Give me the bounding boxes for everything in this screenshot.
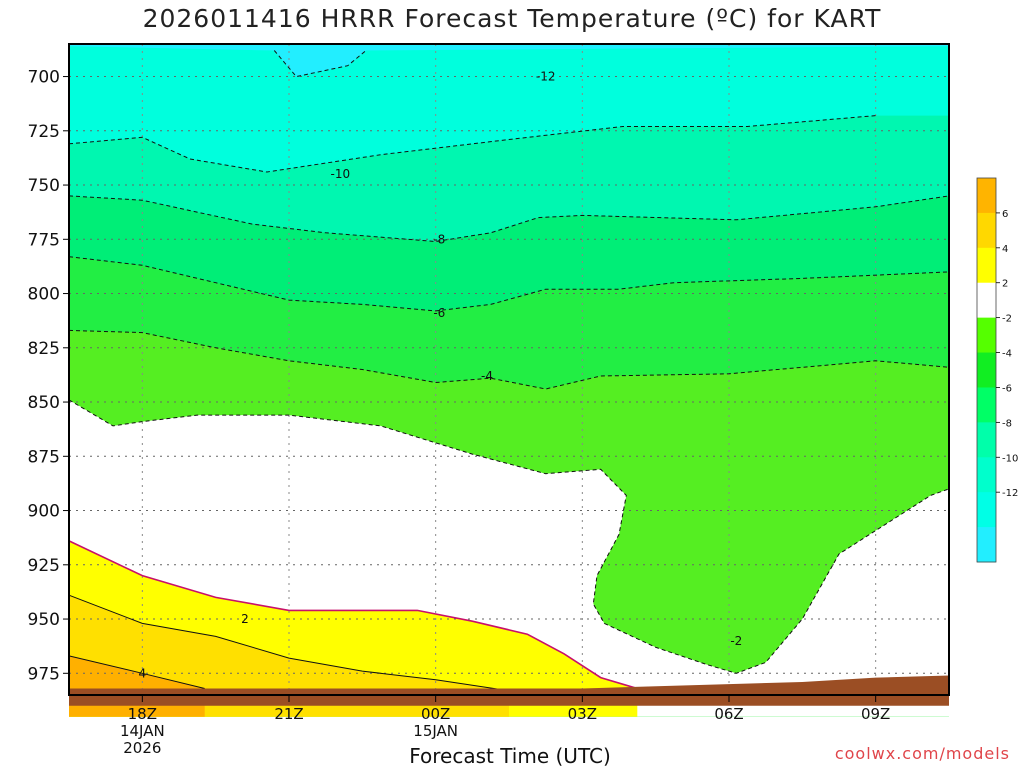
- plot-frame: [68, 43, 950, 696]
- colorbar-label: -10: [1002, 453, 1018, 464]
- contour-label: 4: [139, 666, 147, 680]
- colorbar-segment: [977, 352, 996, 388]
- colorbar-segment: [977, 457, 996, 493]
- credit-text: coolwx.com/models: [834, 744, 1010, 763]
- x-tick-label: 06Z: [714, 705, 743, 723]
- contour-label: -6: [433, 306, 445, 320]
- contour-line: [68, 329, 950, 390]
- temperature-fill-layer: [69, 44, 949, 717]
- colorbar-label: 2: [1002, 279, 1008, 290]
- colorbar-label: -8: [1002, 418, 1012, 429]
- colorbar-frame: [976, 177, 997, 563]
- contour-label: -4: [481, 369, 493, 383]
- colorbar-label: -6: [1002, 383, 1012, 394]
- colorbar-label: -4: [1002, 349, 1012, 360]
- y-axis-ticks: 700 725 750 775 800 825 850 875 900 925 950 975: [28, 68, 69, 684]
- contour-label: -10: [331, 167, 351, 181]
- y-tick-label: 975: [28, 664, 60, 684]
- colorbar-segment: [977, 422, 996, 458]
- colorbar-segment: [977, 178, 996, 214]
- contour-line: [68, 540, 638, 690]
- x-axis-label: Forecast Time (UTC): [409, 744, 611, 768]
- y-tick-label: 700: [28, 68, 60, 88]
- contour-line: [68, 594, 510, 692]
- y-tick-label: 875: [28, 447, 60, 467]
- colorbar-segment: [977, 387, 996, 423]
- x-tick-label: 09Z: [861, 705, 890, 723]
- y-tick-label: 725: [28, 122, 60, 142]
- colorbar-segment: [977, 212, 996, 249]
- contour-line: [68, 256, 950, 312]
- x-tick-sublabel: 15JAN: [413, 722, 458, 740]
- colorbar: 6 4 2 -2 -4 -6 -8 -10 -12: [976, 177, 1018, 563]
- colorbar-label: -12: [1002, 488, 1018, 499]
- y-tick-label: 850: [28, 393, 60, 413]
- colorbar-segment: [977, 247, 996, 284]
- contour-lines: -12 -10 -8 -6 -4 -2 2 4: [68, 50, 950, 692]
- y-tick-label: 925: [28, 556, 60, 576]
- y-tick-label: 800: [28, 285, 60, 305]
- y-tick-label: 825: [28, 339, 60, 359]
- chart-title: 2026011416 HRRR Forecast Temperature (ºC…: [142, 4, 882, 33]
- colorbar-label: 6: [1002, 209, 1008, 220]
- x-tick-sublabel: 2026: [123, 739, 161, 757]
- contour-line: [273, 50, 367, 78]
- y-tick-label: 750: [28, 176, 60, 196]
- contour-label: -2: [730, 634, 742, 648]
- x-tick-label: 18Z: [128, 705, 157, 723]
- colorbar-label: 4: [1002, 244, 1008, 255]
- x-tick-label: 00Z: [421, 705, 450, 723]
- colorbar-segment: [977, 282, 996, 319]
- x-tick-label: 21Z: [274, 705, 303, 723]
- contour-line: [68, 399, 950, 674]
- colorbar-segment: [977, 492, 996, 528]
- colorbar-label: -2: [1002, 314, 1012, 325]
- x-tick-sublabel: 14JAN: [120, 722, 165, 740]
- y-tick-label: 775: [28, 230, 60, 250]
- contour-line: [68, 195, 950, 243]
- contour-line: [68, 115, 876, 173]
- contour-label: 2: [241, 612, 249, 626]
- colorbar-segment: [977, 527, 996, 563]
- contour-line: [68, 655, 205, 689]
- x-tick-label: 03Z: [568, 705, 597, 723]
- y-tick-label: 900: [28, 502, 60, 522]
- y-tick-label: 950: [28, 610, 60, 630]
- colorbar-segment: [977, 317, 996, 354]
- contour-label: -8: [433, 232, 445, 246]
- contour-label: -12: [536, 70, 556, 84]
